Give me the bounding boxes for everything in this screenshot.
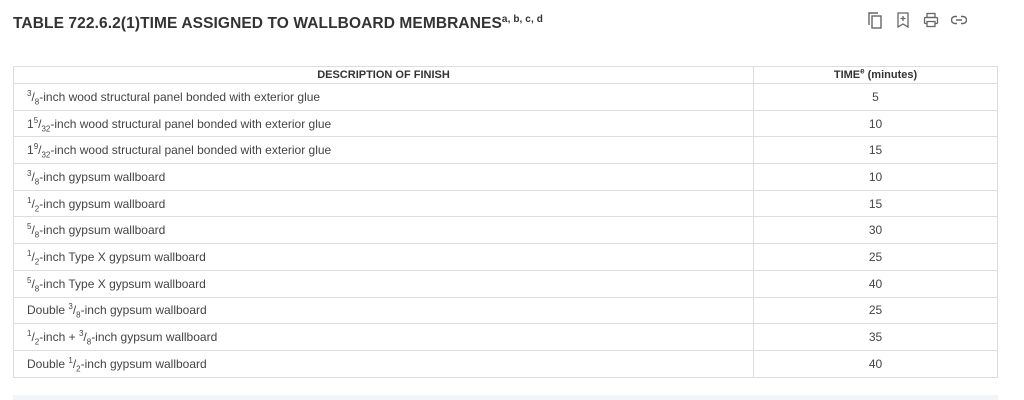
description-cell: 1/2-inch Type X gypsum wallboard: [13, 243, 754, 271]
description-cell: Double 1/2-inch gypsum wallboard: [13, 349, 754, 378]
table-row: 5/8-inch Type X gypsum wallboard 40: [13, 269, 998, 298]
description-cell: 5/8-inch gypsum wallboard: [13, 216, 754, 245]
description-cell: 1/2-inch gypsum wallboard: [13, 189, 754, 218]
table-row: 1/2-inch gypsum wallboard 15: [13, 189, 998, 218]
time-cell: 10: [753, 163, 998, 191]
description-cell: 15/32-inch wood structural panel bonded …: [13, 109, 754, 138]
bookmark-add-icon[interactable]: [894, 10, 912, 30]
table-row: 15/32-inch wood structural panel bonded …: [13, 109, 998, 138]
table-row: 1/2-inch + 3/8-inch gypsum wallboard 35: [13, 323, 998, 351]
table-row: 3/8-inch gypsum wallboard 10: [13, 163, 998, 191]
table-title: TABLE 722.6.2(1)TIME ASSIGNED TO WALLBOA…: [13, 13, 543, 32]
table-row: Double 3/8-inch gypsum wallboard 25: [13, 296, 998, 325]
table-row: 1/2-inch Type X gypsum wallboard 25: [13, 243, 998, 271]
description-cell: 1/2-inch + 3/8-inch gypsum wallboard: [13, 323, 754, 351]
time-cell: 15: [753, 189, 998, 218]
print-icon[interactable]: [922, 10, 940, 30]
time-cell: 15: [753, 136, 998, 165]
table-row: 5/8-inch gypsum wallboard 30: [13, 216, 998, 245]
description-cell: 3/8-inch gypsum wallboard: [13, 163, 754, 191]
title-footnotes: a, b, c, d: [501, 13, 543, 25]
time-cell: 35: [753, 323, 998, 351]
time-cell: 5: [753, 83, 998, 111]
next-section-strip: [13, 395, 998, 400]
description-cell: Double 3/8-inch gypsum wallboard: [13, 296, 754, 325]
time-cell: 40: [753, 269, 998, 298]
time-cell: 10: [753, 109, 998, 138]
copy-icon[interactable]: [866, 10, 884, 30]
header-row: DESCRIPTION OF FINISH TIMEe (minutes): [13, 66, 998, 84]
toolbar: [866, 10, 968, 30]
description-cell: 5/8-inch Type X gypsum wallboard: [13, 269, 754, 298]
table-row: Double 1/2-inch gypsum wallboard 40: [13, 349, 998, 378]
link-icon[interactable]: [950, 10, 968, 30]
header-time: TIMEe (minutes): [753, 66, 998, 84]
wallboard-membranes-table: DESCRIPTION OF FINISH TIMEe (minutes) 3/…: [13, 66, 998, 378]
time-cell: 25: [753, 243, 998, 271]
time-cell: 40: [753, 349, 998, 378]
description-cell: 3/8-inch wood structural panel bonded wi…: [13, 83, 754, 111]
time-cell: 25: [753, 296, 998, 325]
table-row: 19/32-inch wood structural panel bonded …: [13, 136, 998, 165]
description-cell: 19/32-inch wood structural panel bonded …: [13, 136, 754, 165]
time-cell: 30: [753, 216, 998, 245]
table-row: 3/8-inch wood structural panel bonded wi…: [13, 83, 998, 111]
header-description: DESCRIPTION OF FINISH: [13, 66, 754, 84]
